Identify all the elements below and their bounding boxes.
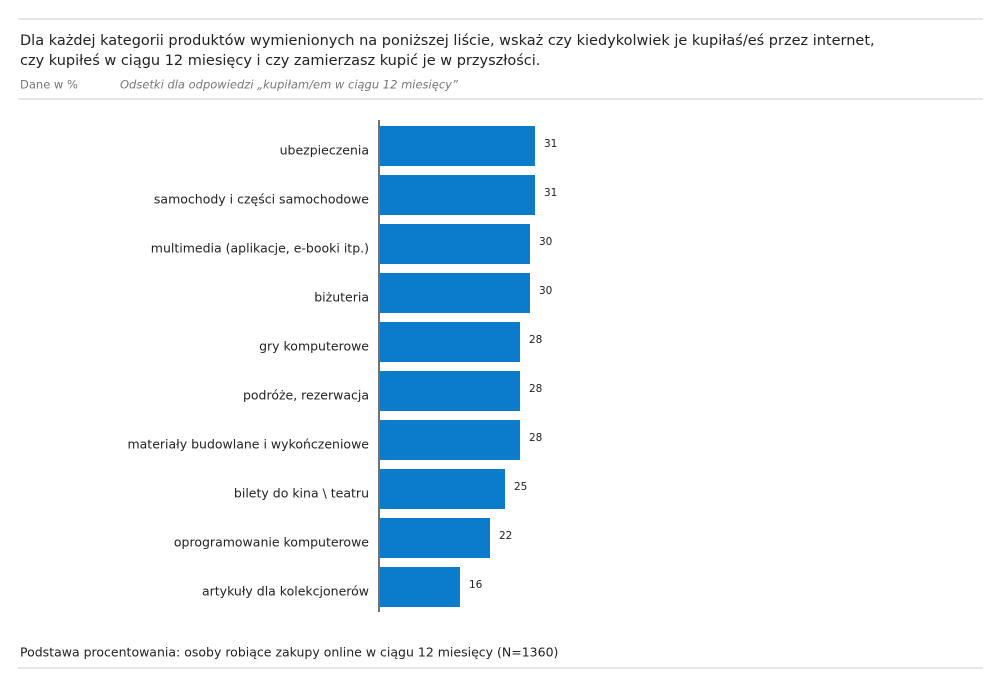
value-label: 28 — [529, 432, 542, 444]
category-label: samochody i części samochodowe — [154, 192, 369, 207]
unit-note: Dane w % — [20, 78, 78, 92]
category-label: multimedia (aplikacje, e-booki itp.) — [151, 241, 369, 256]
value-label: 30 — [539, 285, 552, 297]
bar — [380, 420, 520, 460]
category-label: bilety do kina \ teatru — [234, 486, 369, 501]
category-label: artykuły dla kolekcjonerów — [202, 584, 369, 599]
value-label: 28 — [529, 383, 542, 395]
value-label: 30 — [539, 236, 552, 248]
footnote: Podstawa procentowania: osoby robiące za… — [20, 645, 558, 660]
category-label: materiały budowlane i wykończeniowe — [127, 437, 369, 452]
bar — [380, 567, 460, 607]
value-label: 31 — [544, 187, 557, 199]
category-label: ubezpieczenia — [280, 143, 369, 158]
category-label: gry komputerowe — [259, 339, 369, 354]
value-label: 28 — [529, 334, 542, 346]
bar — [380, 518, 490, 558]
bar — [380, 126, 535, 166]
value-label: 16 — [469, 579, 483, 591]
category-label: oprogramowanie komputerowe — [174, 535, 369, 550]
bar — [380, 224, 530, 264]
bar — [380, 273, 530, 313]
value-label: 31 — [544, 138, 557, 150]
bar — [380, 371, 520, 411]
bar — [380, 469, 505, 509]
bar — [380, 322, 520, 362]
title-line: Dla każdej kategorii produktów wymienion… — [20, 33, 875, 49]
value-label: 22 — [499, 530, 512, 542]
subtitle: Odsetki dla odpowiedzi „kupiłam/em w cią… — [120, 78, 459, 92]
value-label: 25 — [514, 481, 527, 493]
category-label: podróże, rezerwacja — [243, 388, 369, 403]
title-line: czy kupiłeś w ciągu 12 miesięcy i czy za… — [20, 53, 540, 69]
bar — [380, 175, 535, 215]
category-label: biżuteria — [314, 290, 369, 305]
